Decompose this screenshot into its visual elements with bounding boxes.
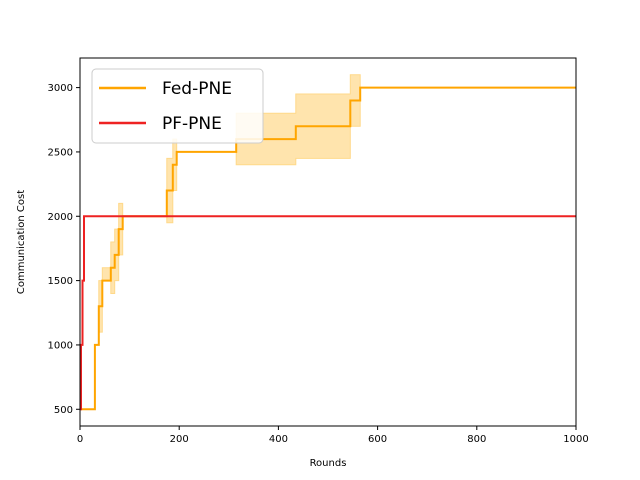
x-tick-label: 800 xyxy=(467,434,486,445)
x-tick-label: 400 xyxy=(269,434,288,445)
x-tick-label: 0 xyxy=(77,434,83,445)
y-axis-label: Communication Cost xyxy=(16,190,27,294)
y-tick-label: 3000 xyxy=(48,83,73,94)
y-axis-ticks: 500 1000 1500 2000 2500 3000 xyxy=(48,83,80,416)
y-tick-label: 2000 xyxy=(48,212,73,223)
y-tick-label: 2500 xyxy=(48,147,73,158)
plot-area-frame xyxy=(79,57,577,427)
confidence-bands xyxy=(80,74,576,410)
y-tick-label: 1000 xyxy=(48,340,73,351)
x-tick-label: 600 xyxy=(368,434,387,445)
legend-label-pf-pne: PF-PNE xyxy=(162,114,222,134)
y-tick-label: 1500 xyxy=(48,276,73,287)
fed-pne-band xyxy=(80,74,576,410)
pf-pne-line xyxy=(80,215,576,411)
series-lines xyxy=(80,86,576,411)
x-tick-label: 200 xyxy=(170,434,189,445)
y-tick-label: 500 xyxy=(54,405,73,416)
legend-label-fed-pne: Fed-PNE xyxy=(162,79,232,99)
x-axis-label: Rounds xyxy=(310,458,347,469)
x-tick-label: 1000 xyxy=(563,434,588,445)
legend: Fed-PNE PF-PNE xyxy=(91,68,264,144)
x-axis-ticks: 0 200 400 600 800 1000 xyxy=(77,426,589,445)
